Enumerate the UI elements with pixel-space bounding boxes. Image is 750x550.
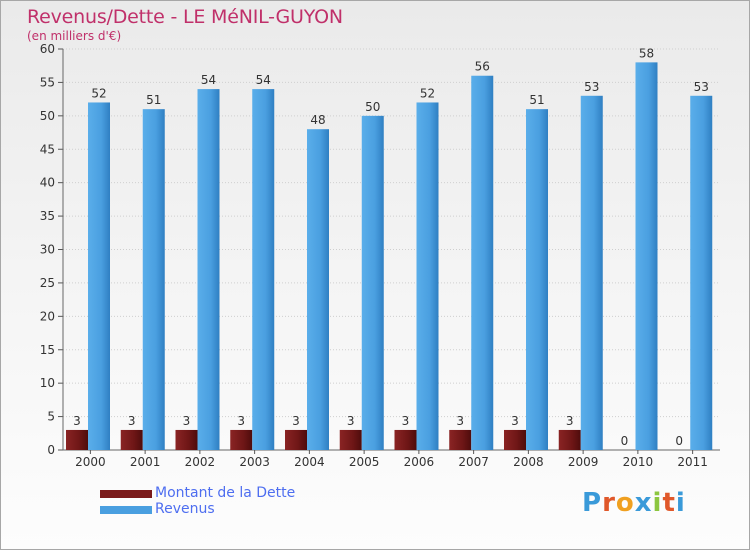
bar-debt <box>558 429 581 450</box>
data-label-debt: 3 <box>511 414 519 428</box>
data-label-revenue: 53 <box>694 80 709 94</box>
data-label-revenue: 48 <box>310 113 325 127</box>
y-tick-label: 5 <box>47 410 55 424</box>
x-tick-label: 2000 <box>75 455 106 469</box>
data-label-debt: 3 <box>183 414 191 428</box>
x-tick-label: 2001 <box>130 455 161 469</box>
bar-revenue <box>471 75 494 450</box>
data-label-debt: 0 <box>621 434 629 448</box>
data-label-debt: 3 <box>566 414 574 428</box>
bar-revenue <box>142 109 165 451</box>
data-label-revenue: 58 <box>639 46 654 60</box>
data-label-revenue: 53 <box>584 80 599 94</box>
bar-revenue <box>88 102 110 450</box>
data-label-debt: 3 <box>402 414 410 428</box>
y-tick-label: 10 <box>40 376 55 390</box>
legend-swatch-revenue <box>100 506 152 514</box>
x-tick-label: 2006 <box>404 455 435 469</box>
bar-revenue <box>307 129 329 450</box>
data-label-revenue: 50 <box>365 100 380 114</box>
y-tick-label: 30 <box>40 243 55 257</box>
brand-logo: Proxiti <box>582 488 686 518</box>
data-label-revenue: 51 <box>146 93 161 107</box>
bar-debt <box>504 429 526 450</box>
brand-letter: x <box>634 488 653 518</box>
y-tick-label: 15 <box>40 343 55 357</box>
bar-debt <box>66 429 88 450</box>
data-label-revenue: 52 <box>420 86 435 100</box>
bar-debt <box>175 429 198 450</box>
data-label-debt: 0 <box>675 434 683 448</box>
y-tick-label: 45 <box>40 142 55 156</box>
y-tick-label: 60 <box>40 42 55 56</box>
bar-revenue <box>252 89 275 450</box>
brand-letter: t <box>662 488 676 518</box>
y-tick-label: 20 <box>40 309 55 323</box>
data-label-debt: 3 <box>237 414 245 428</box>
chart-title: Revenus/Dette - LE MéNIL-GUYON <box>27 6 343 28</box>
bar-debt <box>449 429 472 450</box>
data-label-debt: 3 <box>73 414 81 428</box>
bar-debt <box>339 429 362 450</box>
y-tick-label: 40 <box>40 176 55 190</box>
bar-debt <box>394 429 417 450</box>
y-tick-label: 55 <box>40 75 55 89</box>
bar-revenue <box>635 62 658 450</box>
x-tick-label: 2005 <box>349 455 380 469</box>
bar-revenue <box>526 109 548 451</box>
brand-letter: r <box>602 488 616 518</box>
data-label-debt: 3 <box>456 414 464 428</box>
brand-letter: o <box>615 488 635 518</box>
legend-label-revenue: Revenus <box>155 501 215 517</box>
y-tick-label: 25 <box>40 276 55 290</box>
data-label-revenue: 56 <box>475 60 490 74</box>
y-tick-label: 0 <box>47 443 55 457</box>
bar-debt <box>120 429 143 450</box>
x-tick-label: 2010 <box>623 455 654 469</box>
bar-revenue <box>690 95 713 451</box>
brand-letter: i <box>675 488 686 518</box>
x-tick-label: 2007 <box>458 455 489 469</box>
data-label-debt: 3 <box>292 414 300 428</box>
brand-letter: i <box>652 488 663 518</box>
x-tick-label: 2011 <box>677 455 708 469</box>
data-label-revenue: 54 <box>256 73 271 87</box>
legend-swatch-debt <box>100 490 152 498</box>
data-label-revenue: 54 <box>201 73 216 87</box>
x-tick-label: 2002 <box>185 455 216 469</box>
legend-label-debt: Montant de la Dette <box>155 485 296 501</box>
data-label-revenue: 52 <box>91 86 106 100</box>
x-tick-label: 2008 <box>513 455 544 469</box>
x-tick-label: 2003 <box>239 455 270 469</box>
chart-subtitle: (en milliers d'€) <box>27 29 122 43</box>
y-tick-label: 50 <box>40 109 55 123</box>
bar-revenue <box>197 89 220 450</box>
x-tick-label: 2004 <box>294 455 325 469</box>
bar-revenue <box>416 102 439 450</box>
x-tick-label: 2009 <box>568 455 599 469</box>
bar-revenue <box>361 115 384 450</box>
brand-letter: P <box>582 488 603 518</box>
bar-revenue <box>580 95 603 451</box>
y-tick-label: 35 <box>40 209 55 223</box>
data-label-debt: 3 <box>347 414 355 428</box>
bar-debt <box>230 429 253 450</box>
bar-debt <box>285 429 307 450</box>
data-label-revenue: 51 <box>529 93 544 107</box>
data-label-debt: 3 <box>128 414 136 428</box>
